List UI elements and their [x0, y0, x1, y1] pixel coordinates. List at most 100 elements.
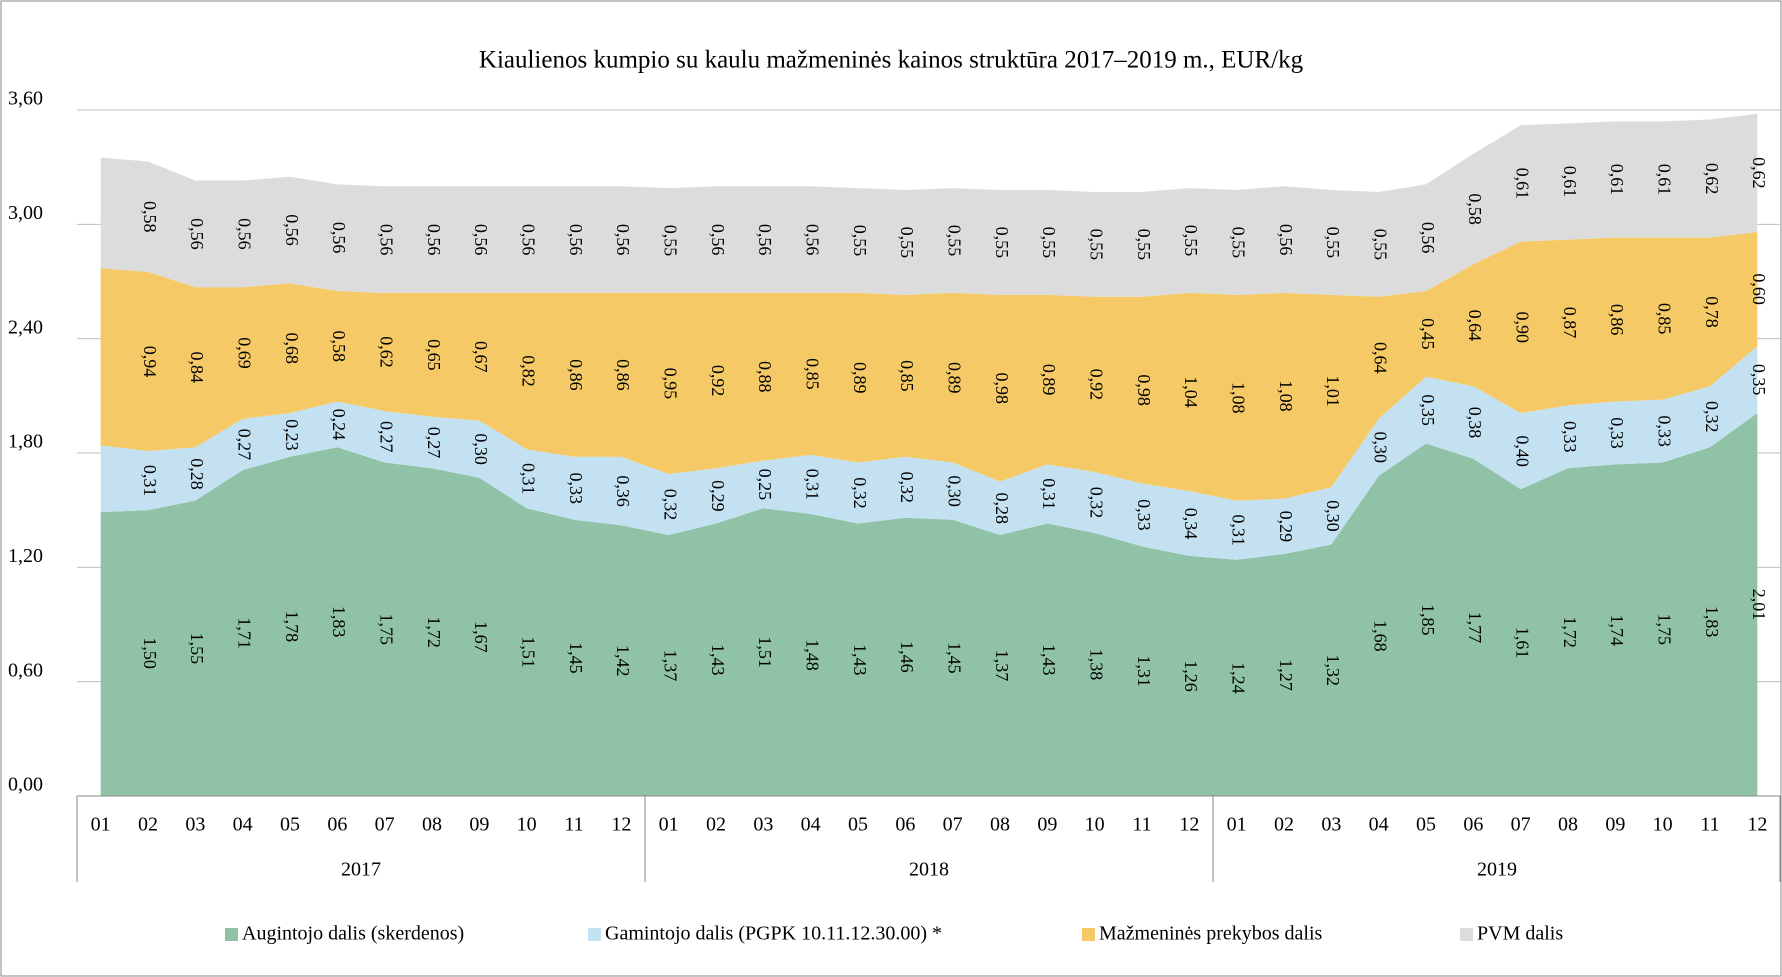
data-label: 0,88 — [755, 361, 775, 393]
data-label: 0,58 — [329, 331, 349, 363]
data-label: 0,33 — [566, 473, 586, 505]
x-tick-label: 05 — [1416, 814, 1436, 836]
y-tick-label: 1,20 — [8, 545, 43, 567]
data-label: 0,56 — [424, 224, 444, 256]
data-label: 1,31 — [1134, 655, 1154, 687]
data-label: 0,86 — [613, 359, 633, 391]
legend-swatch — [588, 928, 601, 941]
data-label: 1,38 — [1087, 649, 1107, 681]
legend-label: Augintojo dalis (skerdenos) — [242, 923, 464, 945]
data-label: 0,55 — [1134, 229, 1154, 261]
data-label: 0,61 — [1513, 168, 1533, 200]
data-label: 1,51 — [519, 636, 539, 668]
data-label: 0,61 — [1607, 164, 1627, 196]
data-label: 1,85 — [1418, 604, 1438, 636]
data-label: 0,89 — [945, 362, 965, 394]
data-label: 0,62 — [1702, 163, 1722, 195]
data-label: 1,08 — [1276, 380, 1296, 412]
data-label: 0,55 — [1039, 227, 1059, 258]
x-tick-label: 11 — [1700, 814, 1719, 836]
x-tick-label: 08 — [422, 814, 442, 836]
data-label: 1,61 — [1513, 627, 1533, 659]
data-label: 0,98 — [992, 372, 1012, 404]
x-tick-label: 06 — [327, 814, 347, 836]
data-label: 0,56 — [803, 224, 823, 256]
data-label: 0,92 — [708, 365, 728, 397]
data-label: 1,08 — [1229, 382, 1249, 414]
data-label: 0,84 — [187, 352, 207, 384]
x-tick-label: 09 — [1605, 814, 1625, 836]
data-label: 0,33 — [1560, 421, 1580, 453]
data-label: 0,28 — [992, 493, 1012, 525]
x-tick-label: 02 — [1274, 814, 1294, 836]
data-label: 0,56 — [755, 224, 775, 256]
data-label: 0,62 — [377, 336, 397, 368]
data-label: 1,72 — [424, 616, 444, 648]
data-label: 0,55 — [850, 225, 870, 257]
data-label: 1,75 — [1655, 614, 1675, 646]
data-label: 0,56 — [708, 224, 728, 256]
data-label: 0,95 — [661, 368, 681, 400]
data-label: 0,40 — [1513, 435, 1533, 467]
data-label: 0,58 — [1465, 193, 1485, 225]
data-label: 1,72 — [1560, 616, 1580, 648]
data-label: 0,55 — [1181, 225, 1201, 257]
data-label: 0,92 — [1087, 369, 1107, 401]
data-label: 0,27 — [377, 421, 397, 453]
area — [100, 412, 1758, 796]
data-label: 0,55 — [1371, 229, 1391, 261]
data-label: 1,24 — [1229, 662, 1249, 694]
data-label: 1,27 — [1276, 659, 1296, 691]
data-label: 0,55 — [992, 227, 1012, 258]
data-label: 0,32 — [1087, 487, 1107, 519]
data-label: 2,01 — [1749, 589, 1769, 621]
data-label: 0,85 — [1655, 303, 1675, 335]
x-tick-label: 07 — [1511, 814, 1531, 836]
legend-swatch — [1460, 928, 1473, 941]
data-label: 0,30 — [1371, 432, 1391, 464]
x-tick-label: 03 — [1321, 814, 1341, 836]
data-label: 0,27 — [424, 427, 444, 459]
legend-label: Mažmeninės prekybos dalis — [1099, 923, 1322, 945]
x-tick-label: 10 — [1653, 814, 1673, 836]
x-tick-label: 12 — [611, 814, 631, 836]
area — [100, 346, 1758, 560]
data-label: 1,83 — [1702, 606, 1722, 638]
data-label: 0,56 — [613, 224, 633, 256]
data-label: 1,37 — [661, 650, 681, 682]
data-label: 0,64 — [1371, 342, 1391, 374]
data-label: 0,68 — [282, 332, 302, 364]
data-label: 0,56 — [1276, 224, 1296, 256]
data-label: 0,62 — [1749, 157, 1769, 189]
data-label: 0,55 — [945, 225, 965, 257]
data-label: 0,33 — [1134, 499, 1154, 531]
data-label: 0,61 — [1655, 164, 1675, 196]
x-tick-label: 06 — [895, 814, 915, 836]
data-label: 0,32 — [1702, 401, 1722, 433]
data-label: 0,56 — [377, 224, 397, 256]
data-label: 0,31 — [519, 463, 539, 495]
x-tick-label: 11 — [564, 814, 583, 836]
data-label: 0,30 — [471, 433, 491, 465]
y-tick-label: 1,80 — [8, 431, 43, 453]
data-label: 0,55 — [1323, 227, 1343, 258]
data-label: 0,85 — [803, 358, 823, 390]
data-label: 0,38 — [1465, 407, 1485, 439]
data-label: 1,45 — [945, 642, 965, 674]
data-label: 1,45 — [566, 642, 586, 674]
data-label: 1,55 — [187, 633, 207, 665]
y-tick-label: 2,40 — [8, 316, 43, 338]
data-label: 0,69 — [235, 337, 255, 369]
chart-title: Kiaulienos kumpio su kaulu mažmeninės ka… — [479, 47, 1304, 74]
data-label: 0,24 — [329, 409, 349, 441]
data-label: 0,32 — [897, 472, 917, 504]
year-label: 2019 — [1477, 859, 1517, 881]
x-tick-label: 04 — [1369, 814, 1389, 836]
x-tick-label: 04 — [233, 814, 253, 836]
x-tick-label: 01 — [91, 814, 111, 836]
data-label: 0,61 — [1560, 166, 1580, 198]
x-tick-label: 01 — [1227, 814, 1247, 836]
data-label: 0,31 — [140, 465, 160, 497]
year-label: 2017 — [341, 859, 381, 881]
x-tick-label: 10 — [1085, 814, 1105, 836]
